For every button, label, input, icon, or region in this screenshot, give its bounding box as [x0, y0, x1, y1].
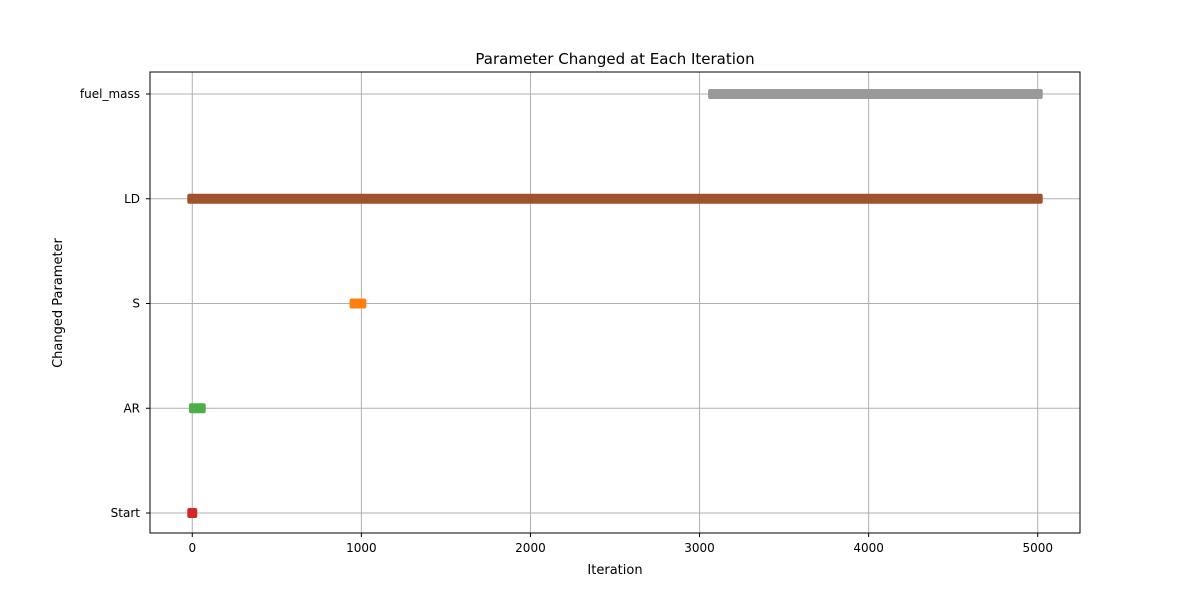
x-axis-label: Iteration [587, 563, 642, 578]
y-tick-label: AR [123, 401, 140, 415]
x-tick-label: 0 [188, 541, 196, 555]
marker-run-ld [187, 193, 1043, 204]
y-tick-label: Start [111, 506, 141, 520]
plot-frame [149, 71, 1081, 534]
axis-ticks: 0 1000 2000 3000 4000 5000 Start AR S LD fuel_mass [80, 87, 1053, 555]
marker-run-fuel-mass [708, 89, 1043, 99]
y-tick-label: fuel_mass [80, 87, 140, 101]
x-tick-label: 5000 [1022, 541, 1053, 555]
x-tick-label: 1000 [346, 541, 377, 555]
grid [150, 72, 1080, 533]
marker-run-s [349, 298, 367, 309]
x-tick-label: 4000 [853, 541, 884, 555]
marker-run-start [187, 508, 198, 518]
chart-title: Parameter Changed at Each Iteration [475, 50, 754, 68]
marker-run-ar [188, 403, 206, 414]
data-marks [187, 89, 1043, 518]
x-tick-label: 3000 [684, 541, 715, 555]
y-tick-label: LD [124, 192, 140, 206]
y-tick-label: S [132, 297, 140, 311]
y-axis-label: Changed Parameter [51, 237, 66, 367]
x-tick-label: 2000 [515, 541, 546, 555]
